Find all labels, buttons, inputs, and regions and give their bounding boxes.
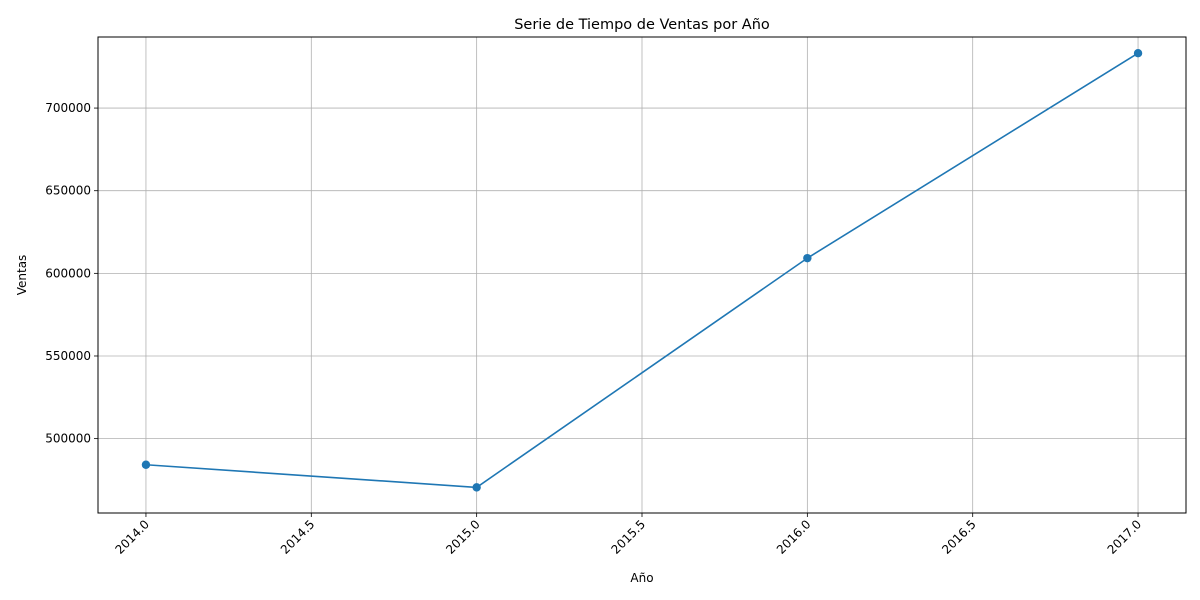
x-axis-ticks: 2014.0 2014.5 2015.0 2015.5 2016.0 2016.5 2017… xyxy=(112,513,1144,557)
y-tick-label: 700000 xyxy=(45,101,91,115)
data-point xyxy=(472,483,481,492)
y-tick-label: 600000 xyxy=(45,266,91,280)
data-point xyxy=(141,460,151,469)
data-point xyxy=(1133,48,1143,58)
x-tick-label: 2014.0 xyxy=(112,517,152,557)
x-axis-label: Año xyxy=(630,571,653,585)
x-tick-label: 2016.0 xyxy=(774,517,814,557)
y-tick-label: 550000 xyxy=(45,349,91,363)
series-group xyxy=(141,48,1143,492)
y-tick-label: 650000 xyxy=(45,184,91,198)
x-tick-label: 2017.0 xyxy=(1105,517,1145,557)
grid-lines xyxy=(98,37,1186,513)
y-axis-label: Ventas xyxy=(15,255,29,296)
x-tick-label: 2016.5 xyxy=(939,517,979,557)
x-tick-label: 2015.5 xyxy=(609,517,649,557)
y-tick-label: 500000 xyxy=(45,432,91,446)
y-axis-ticks: 500000 550000 600000 650000 700000 xyxy=(45,101,98,446)
series-line xyxy=(145,52,1139,489)
x-tick-label: 2014.5 xyxy=(278,517,318,557)
chart-title: Serie de Tiempo de Ventas por Año xyxy=(514,17,770,33)
data-point xyxy=(803,253,812,263)
x-tick-label: 2015.0 xyxy=(443,517,483,557)
